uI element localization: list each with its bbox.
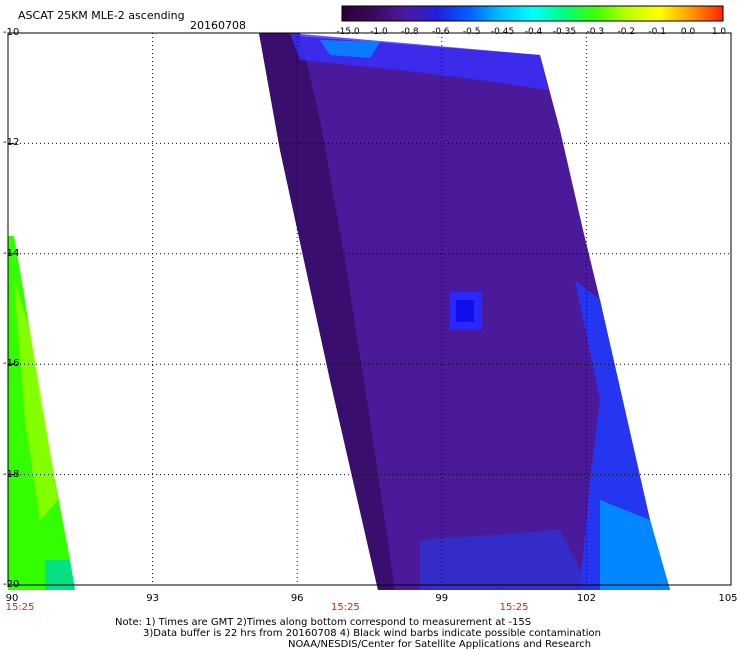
longitude-label: 90 <box>5 593 19 604</box>
colorbar-label: -0.1 <box>648 27 666 37</box>
longitude-label: 105 <box>718 593 738 604</box>
longitude-label: 99 <box>435 593 449 604</box>
swath-left-cyan <box>45 560 75 590</box>
swath-dark-band <box>259 33 395 590</box>
swath-right-bright <box>600 500 670 590</box>
swath-right-edge <box>575 280 670 590</box>
colorbar-label: -0.45 <box>490 27 515 37</box>
time-label: 15:25 <box>499 602 529 613</box>
axis-ticks <box>8 32 14 586</box>
colorbar-label: -0.8 <box>401 27 419 37</box>
colorbar-label: -0.2 <box>617 27 636 37</box>
latitude-label: -16 <box>3 358 20 370</box>
longitude-label: 96 <box>290 593 304 604</box>
footer-note-2: 3)Data buffer is 22 hrs from 20160708 4)… <box>143 628 601 639</box>
latitude-label: -10 <box>3 27 20 38</box>
latitude-label: -14 <box>3 247 20 259</box>
colorbar-label: -15.0 <box>336 27 360 37</box>
time-label: 15:25 <box>5 602 35 613</box>
colorbar-label: -0.4 <box>524 27 543 37</box>
map-frame <box>7 32 732 586</box>
colorbar-label: -0.35 <box>552 27 577 37</box>
colorbar-label: -0.5 <box>462 27 481 37</box>
swath-top-highlight <box>320 40 380 58</box>
latitude-label: -20 <box>3 579 20 590</box>
swath-blob-core <box>456 300 474 322</box>
swath-left-yellow <box>14 280 58 520</box>
colorbar-ramp <box>341 5 724 22</box>
swath-bottom-patch <box>420 530 590 590</box>
footer-note-1: Note: 1) Times are GMT 2)Times along bot… <box>115 617 532 628</box>
latitude-label: -12 <box>3 137 20 149</box>
lat-lon-grid <box>8 33 731 585</box>
latitude-label: -18 <box>3 468 20 480</box>
product-title: ASCAT 25KM MLE-2 ascending <box>18 9 185 22</box>
colorbar-label: -0.6 <box>431 27 450 37</box>
colorbar-label: 1.0 <box>711 27 727 37</box>
longitude-label: 102 <box>576 593 596 604</box>
swath-layer <box>8 33 670 590</box>
colorbar-label: -1.0 <box>370 27 388 37</box>
time-label: 15:25 <box>330 602 360 613</box>
footer-credit: NOAA/NESDIS/Center for Satellite Applica… <box>288 639 592 650</box>
colorbar <box>341 5 724 22</box>
product-date: 20160708 <box>190 19 246 32</box>
longitude-label: 93 <box>146 593 159 604</box>
colorbar-label: -0.3 <box>586 27 605 37</box>
colorbar-label: 0.0 <box>680 27 696 37</box>
